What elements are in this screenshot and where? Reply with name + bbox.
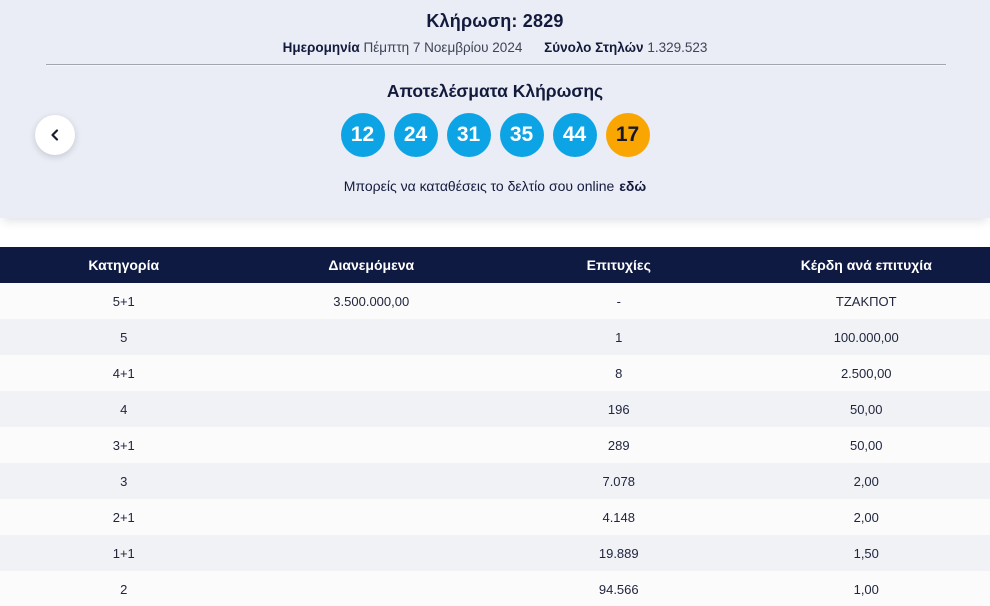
table-cell: 3+1 [112,437,135,453]
chevron-left-icon [48,128,62,142]
previous-draw-button[interactable] [35,115,75,155]
table-cell: 2 [120,581,128,597]
table-row: 4+1 8 2.500,00 [0,355,990,391]
date-label: Ημερομηνία [282,40,360,55]
number-ball: 44 [552,113,597,157]
deposit-text: Μπορείς να καταθέσεις το δελτίο σου onli… [343,178,615,194]
table-cell: 100.000,00 [833,329,899,345]
table-header-row: Κατηγορία Διανεμόμενα Επιτυχίες Κέρδη ανά ε… [0,247,990,283]
table-body: 5+1 3.500.000,00 - ΤΖΑΚΠΟΤ 5 1 100.000,00 4+1 8 2… [0,283,990,606]
table-cell: 8 [615,365,623,381]
table-cell: 2,00 [853,509,879,525]
number-ball: 35 [499,113,544,157]
table-cell: 19.889 [598,545,639,561]
table-cell: 2+1 [112,509,135,525]
columns-value: 1.329.523 [647,40,708,55]
table-row: 5 1 100.000,00 [0,319,990,355]
drawn-numbers: 12 24 31 35 44 17 [0,113,990,157]
table-cell: 1,50 [853,545,879,561]
table-cell: 196 [607,401,630,417]
table-cell: 289 [607,437,630,453]
number-ball: 24 [393,113,438,157]
column-header: Κατηγορία [88,257,160,273]
table-cell: 50,00 [849,437,883,453]
prize-table: Κατηγορία Διανεμόμενα Επιτυχίες Κέρδη ανά ε… [0,247,990,606]
table-cell: - [616,293,621,309]
draw-label: Κλήρωση: [426,11,518,31]
table-cell: 94.566 [598,581,639,597]
number-ball: 31 [446,113,491,157]
date-value: Πέμπτη 7 Νοεμβρίου 2024 [363,40,523,55]
column-header: Διανεμόμενα [328,257,415,273]
deposit-message: Μπορείς να καταθέσεις το δελτίο σου onli… [0,178,990,194]
table-row: 5+1 3.500.000,00 - ΤΖΑΚΠΟΤ [0,283,990,319]
table-cell: 50,00 [849,401,883,417]
table-cell: 1+1 [112,545,135,561]
table-cell: 1 [615,329,623,345]
table-row: 3+1 289 50,00 [0,427,990,463]
deposit-link[interactable]: εδώ [619,178,647,194]
draw-title: Κλήρωση: 2829 [0,0,990,32]
table-row: 2+1 4.148 2,00 [0,499,990,535]
table-cell: 3.500.000,00 [333,293,410,309]
total-columns: Σύνολο Στηλών 1.329.523 [544,40,707,55]
number-ball: 12 [340,113,385,157]
table-cell: 5 [120,329,128,345]
table-row: 4 196 50,00 [0,391,990,427]
table-cell: ΤΖΑΚΠΟΤ [835,293,897,309]
table-cell: 2,00 [853,473,879,489]
section-gap [0,218,990,247]
columns-label: Σύνολο Στηλών [544,40,644,55]
draw-date: Ημερομηνία Πέμπτη 7 Νοεμβρίου 2024 [283,40,527,55]
table-cell: 5+1 [112,293,135,309]
header-divider [46,64,946,66]
draw-meta: Ημερομηνία Πέμπτη 7 Νοεμβρίου 2024 Σύνολ… [0,40,990,55]
table-row: 3 7.078 2,00 [0,463,990,499]
column-header: Κέρδη ανά επιτυχία [800,257,932,273]
table-row: 1+1 19.889 1,50 [0,535,990,571]
table-cell: 4 [120,401,128,417]
table-row: 2 94.566 1,00 [0,571,990,606]
table-cell: 2.500,00 [840,365,892,381]
table-cell: 7.078 [602,473,636,489]
results-title: Αποτελέσματα Κλήρωσης [386,81,604,101]
table-cell: 4.148 [602,509,636,525]
draw-number: 2829 [522,11,564,31]
table-cell: 4+1 [112,365,135,381]
joker-ball: 17 [605,113,650,157]
draw-hero-section: Κλήρωση: 2829 Ημερομηνία Πέμπτη 7 Νοεμβρ… [0,0,990,218]
table-cell: 1,00 [853,581,879,597]
table-cell: 3 [120,473,128,489]
column-header: Επιτυχίες [586,257,651,273]
